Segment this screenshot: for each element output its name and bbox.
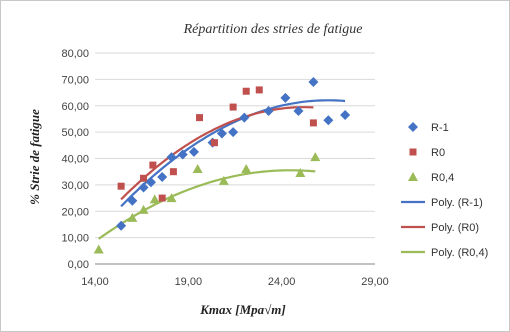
legend-label: Poly. (R0,4)	[431, 247, 488, 259]
data-point	[228, 127, 239, 138]
y-tick-label: 80,00	[61, 48, 89, 60]
trendlines	[98, 99, 346, 240]
legend-marker	[408, 172, 418, 181]
y-tick-label: 10,00	[61, 233, 89, 245]
x-axis-title: Kmax [Mpa√m]	[199, 302, 286, 317]
data-point	[323, 115, 334, 126]
data-point	[166, 152, 177, 163]
data-point	[263, 106, 274, 117]
data-point	[140, 174, 148, 182]
data-point	[146, 177, 156, 188]
legend-label: Poly. (R0)	[431, 222, 479, 234]
data-point	[255, 86, 263, 94]
x-tick-label: 24,00	[268, 276, 296, 288]
legend-label: R0	[431, 147, 445, 159]
data-point	[127, 195, 138, 206]
y-tick-labels: 0,00 10,00 20,00 30,00 40,00 50,00 60,00 70,00 8…	[61, 48, 89, 271]
chart-title: Répartition des stries de fatigue	[183, 22, 363, 37]
x-tick-labels: 14,00 19,00 24,00 29,00	[81, 276, 389, 288]
data-point	[138, 182, 149, 193]
data-point	[169, 168, 177, 176]
grid	[95, 52, 375, 239]
legend-label: R0,4	[431, 172, 454, 184]
data-point	[138, 204, 149, 214]
data-point	[177, 149, 188, 160]
y-tick-label: 40,00	[61, 154, 89, 166]
trendline	[120, 106, 314, 201]
data-point	[229, 103, 237, 111]
legend-label: Poly. (R-1)	[431, 197, 483, 209]
data-points	[93, 77, 351, 254]
data-point	[158, 194, 166, 202]
data-point	[117, 182, 125, 190]
trendline	[98, 169, 316, 240]
data-point	[116, 220, 127, 231]
data-point	[216, 128, 227, 139]
data-point	[241, 164, 252, 174]
data-point	[149, 194, 160, 204]
data-point	[127, 212, 138, 222]
data-point	[295, 168, 306, 178]
data-point	[166, 193, 177, 203]
data-point	[188, 146, 199, 157]
x-tick-label: 19,00	[175, 276, 203, 288]
data-point	[157, 171, 168, 182]
data-point	[340, 109, 351, 120]
legend-marker	[409, 148, 417, 156]
data-point	[280, 92, 291, 103]
y-tick-label: 70,00	[61, 74, 89, 86]
x-tick-label: 29,00	[361, 276, 389, 288]
y-tick-label: 20,00	[61, 206, 89, 218]
data-point	[308, 77, 319, 88]
y-tick-label: 30,00	[61, 180, 89, 192]
data-point	[218, 175, 229, 185]
legend-label: R-1	[431, 122, 449, 134]
data-point	[309, 119, 317, 127]
trendline	[120, 99, 346, 208]
y-axis-title: % Strie de fatigue	[27, 109, 42, 205]
data-point	[192, 164, 203, 174]
data-point	[239, 112, 250, 123]
data-point	[210, 139, 218, 147]
y-tick-label: 60,00	[61, 101, 89, 113]
legend: R-1 R0 R0,4 Poly. (R-1) Poly. (R0) Poly. (R0,…	[401, 122, 488, 259]
legend-marker	[408, 122, 418, 132]
data-point	[242, 87, 250, 95]
data-point	[196, 114, 204, 122]
data-point	[93, 244, 104, 254]
y-tick-label: 0,00	[68, 259, 89, 271]
data-point	[149, 161, 157, 169]
y-tick-label: 50,00	[61, 127, 89, 139]
data-point	[293, 106, 304, 117]
data-point	[310, 152, 321, 162]
x-tick-label: 14,00	[81, 276, 109, 288]
